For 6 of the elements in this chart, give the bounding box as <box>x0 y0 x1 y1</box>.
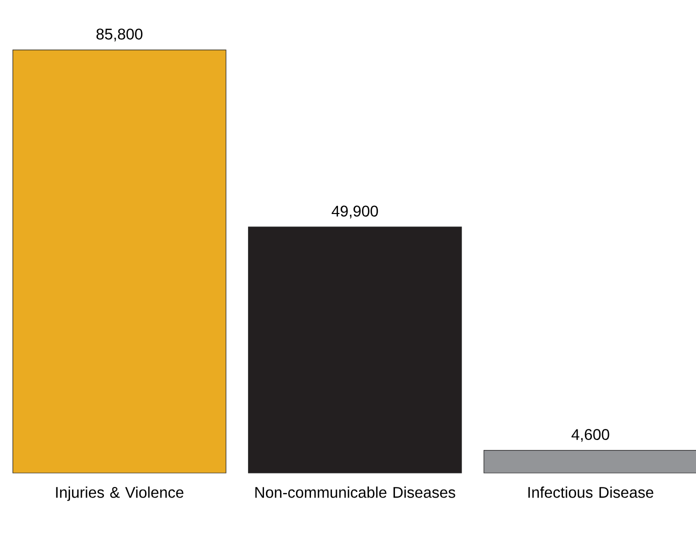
data-label: 85,800 <box>96 28 142 42</box>
x-tick-label: Infectious Disease <box>528 486 654 498</box>
data-label: 49,900 <box>332 206 378 218</box>
data-label: 4,600 <box>572 429 610 442</box>
x-tick-label: Non-communicable Diseases <box>255 486 456 498</box>
x-tick-label: Injuries & Violence <box>56 486 184 501</box>
